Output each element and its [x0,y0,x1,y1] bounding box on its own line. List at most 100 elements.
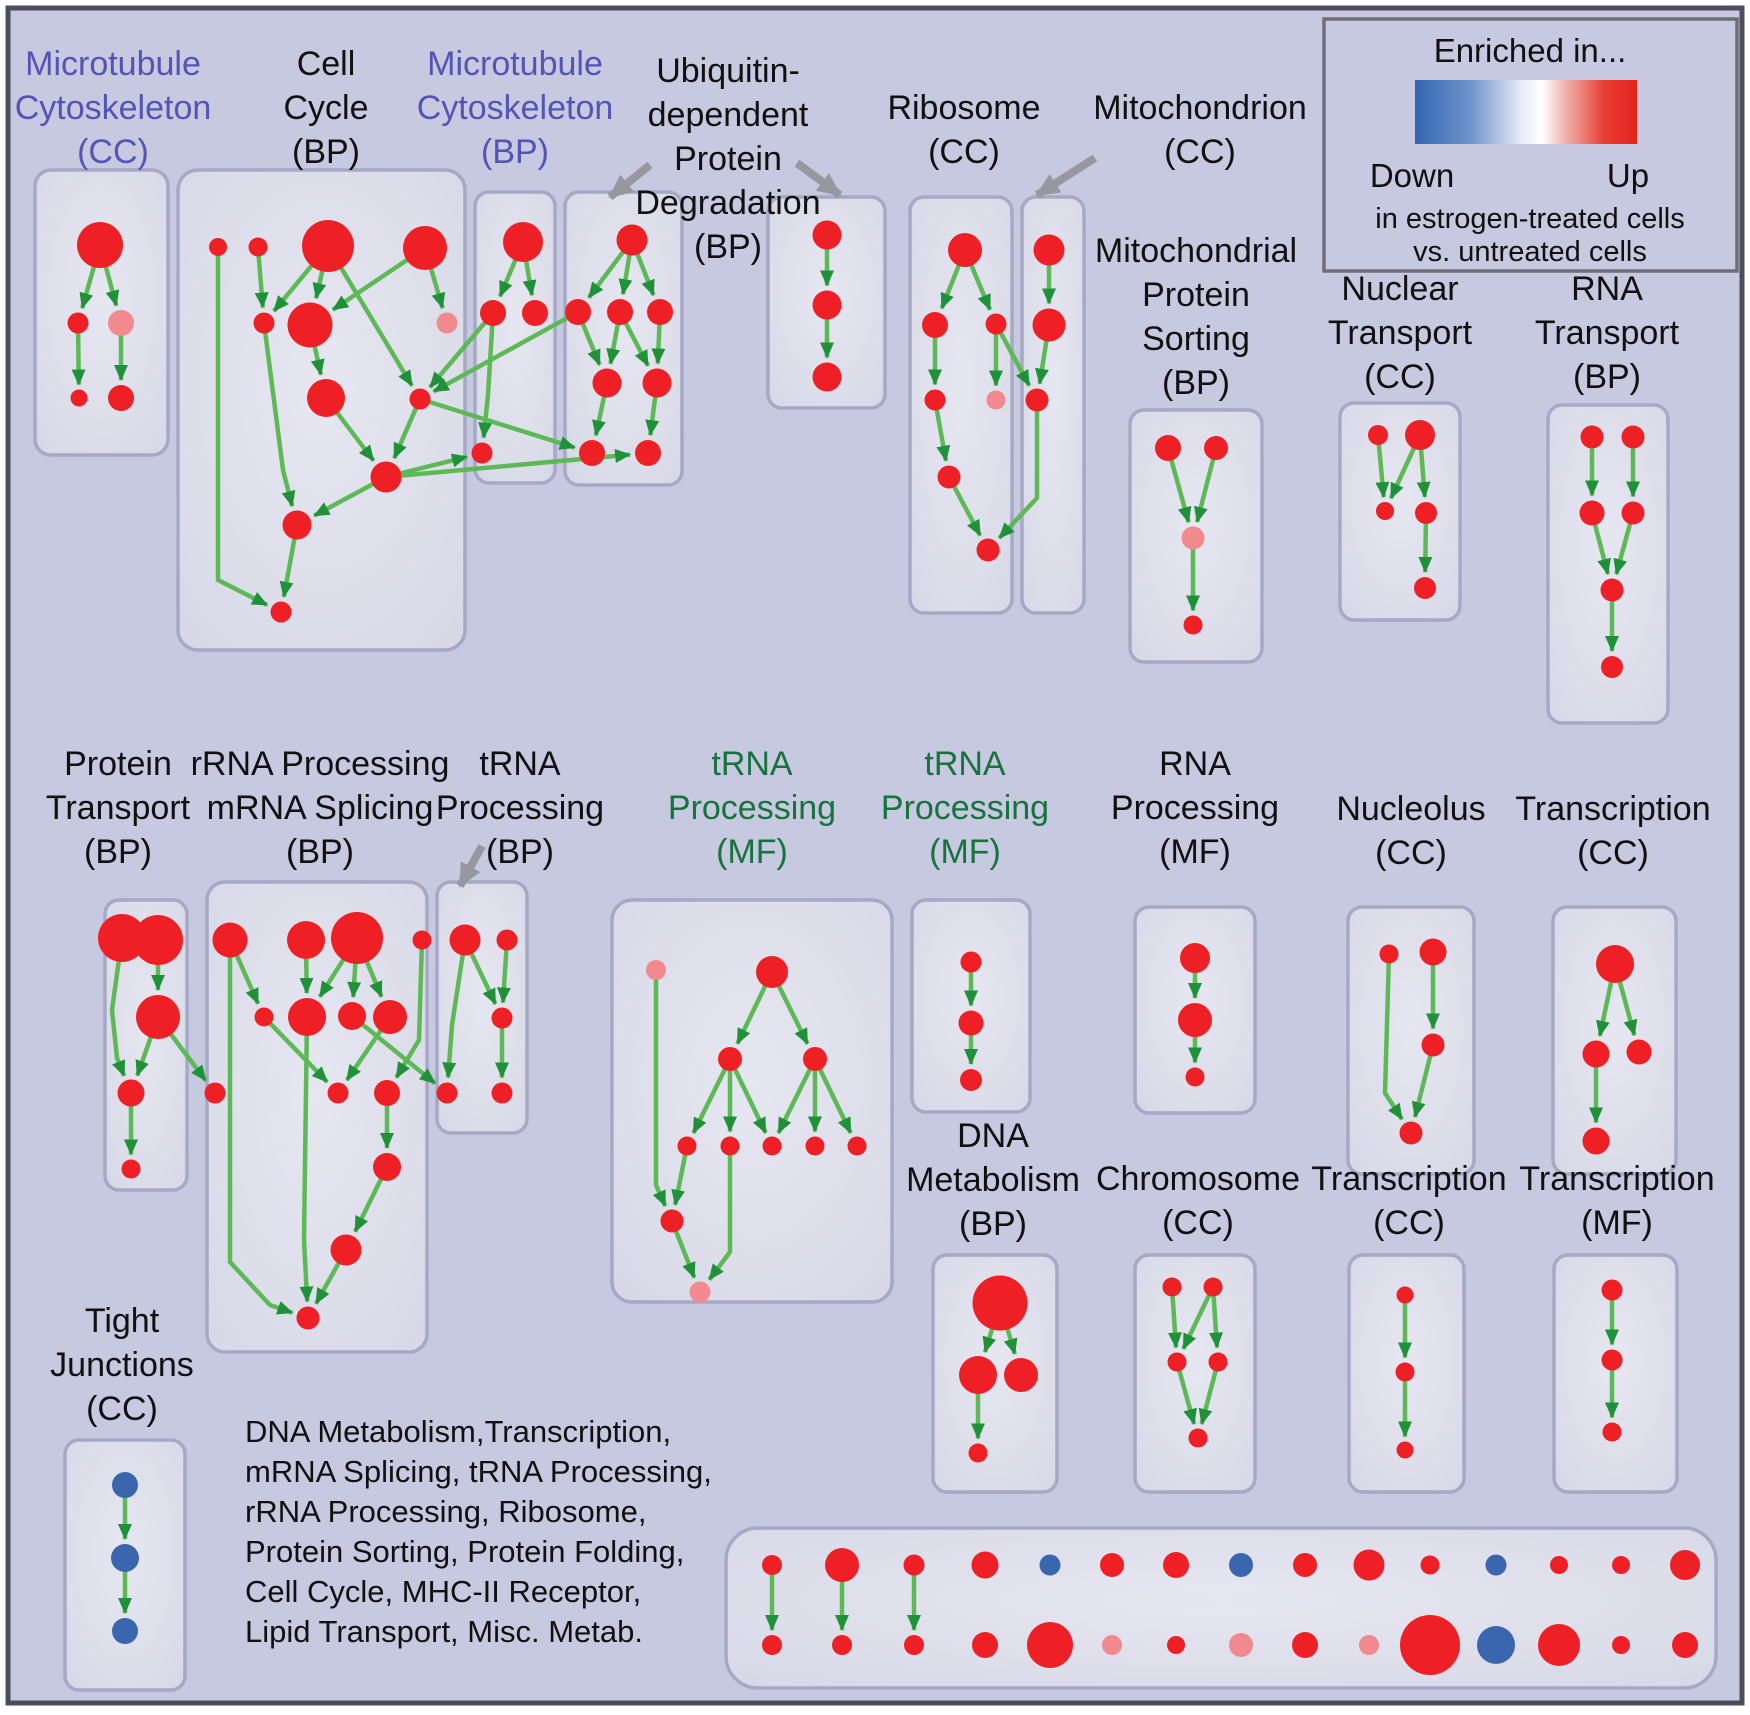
go-term-node [1033,234,1065,266]
cluster-label-cellcycle: Cell [297,45,356,83]
cluster-box-mito [1020,195,1086,615]
go-term-node [1415,502,1437,524]
cluster-label-nuct: Nuclear [1341,270,1458,308]
go-term-node [607,299,633,325]
cluster-label-dnamet: (BP) [959,1205,1027,1243]
go-term-node [1163,1552,1189,1578]
cluster-label-pt: Transport [46,789,191,827]
hierarchy-edge [776,1058,818,1134]
go-term-node [847,1136,867,1156]
cluster-label-mtcc: Cytoskeleton [15,89,212,127]
go-term-node [1208,1352,1228,1372]
go-term-node [1601,1279,1623,1301]
cluster-label-mito: Mitochondrion [1093,89,1307,127]
go-term-node [77,222,123,268]
go-term-node [642,368,672,398]
cluster-label-chromosome: Chromosome [1096,1160,1300,1198]
go-term-node [812,362,842,392]
go-term-node [762,1136,782,1156]
hierarchy-edge [478,312,496,439]
go-term-node [756,956,788,988]
cluster-box-rrna [205,880,429,1354]
go-term-node [288,998,326,1036]
hierarchy-edge [350,1014,437,1085]
go-term-node [971,1551,999,1579]
go-term-node [972,1275,1028,1331]
cluster-label-transcc2: (CC) [1373,1204,1445,1242]
go-term-node [1414,577,1436,599]
cluster-label-mtbp: Microtubule [427,45,603,83]
cluster-label-rnap: (MF) [1159,833,1231,871]
go-term-node [1185,1067,1205,1087]
cluster-label-nucleolus: (CC) [1375,834,1447,872]
cluster-label-mtcc: (CC) [77,133,149,171]
go-term-node [1579,500,1605,526]
legend-down-label: Down [1370,157,1454,194]
go-term-node [1229,1633,1253,1657]
go-term-node [1612,1636,1630,1654]
cluster-label-trnamf2: (MF) [929,833,1001,871]
go-term-node [1420,1555,1440,1575]
go-term-node [1178,1003,1212,1037]
go-term-node [1183,615,1203,635]
go-term-node [1582,1127,1610,1155]
go-term-node [370,461,402,493]
go-term-node [1601,656,1623,678]
go-term-node [958,1010,984,1036]
go-term-node [209,238,227,256]
legend-subtitle-line2: vs. untreated cells [1413,236,1647,268]
go-term-node [1027,1622,1073,1668]
go-term-node [296,1306,320,1330]
go-term-node [1359,1635,1379,1655]
hierarchy-edge [227,940,294,1315]
hierarchy-edge [997,400,1040,540]
go-term-node [1203,1277,1223,1297]
go-term-node [1032,308,1066,342]
go-term-node [565,299,591,325]
cluster-label-rrna: mRNA Splicing [207,789,434,827]
go-term-node [1600,578,1624,602]
go-term-node [1167,1352,1187,1372]
hierarchy-edge [262,1015,329,1084]
go-term-node [1421,1033,1445,1057]
go-term-node [480,300,506,326]
annotation-arrow [456,844,486,888]
cluster-label-mtbp: Cytoskeleton [417,89,614,127]
go-term-node [373,1000,407,1034]
go-term-node [647,299,673,325]
go-term-node [1612,1556,1630,1574]
go-term-node [253,312,275,334]
hierarchy-edge [299,1016,314,1303]
go-term-node [254,1007,274,1027]
cluster-label-trnamf1: Processing [668,789,836,827]
go-term-node [592,368,622,398]
go-term-node [136,995,180,1039]
cluster-label-ubiqa: Protein [674,140,782,178]
cluster-label-ubiqa: (BP) [694,228,762,266]
go-term-node [1025,388,1049,412]
go-term-node [248,237,268,257]
cluster-label-rnat: RNA [1571,270,1643,308]
go-term-node [117,1079,145,1107]
go-term-node [121,1159,141,1179]
go-term-node [1405,420,1435,450]
go-term-node [1396,1441,1414,1459]
annotation-arrow [1034,154,1098,199]
go-term-node [327,1082,349,1104]
hierarchy-edge [812,1058,853,1134]
go-term-node [1477,1626,1515,1664]
go-term-node [1293,1553,1317,1577]
go-term-node [331,912,383,964]
cluster-label-transcc: Transcription [1515,790,1710,828]
cluster-label-rnap: RNA [1159,745,1231,783]
legend-title: Enriched in... [1434,32,1627,69]
go-term-node [635,440,661,466]
go-term-node [985,313,1007,335]
go-term-node [825,1548,859,1582]
cluster-label-chromosome: (CC) [1162,1204,1234,1242]
go-term-node [1582,1040,1610,1068]
go-term-node [1621,425,1645,449]
cluster-box-chromosome [1133,1253,1257,1494]
